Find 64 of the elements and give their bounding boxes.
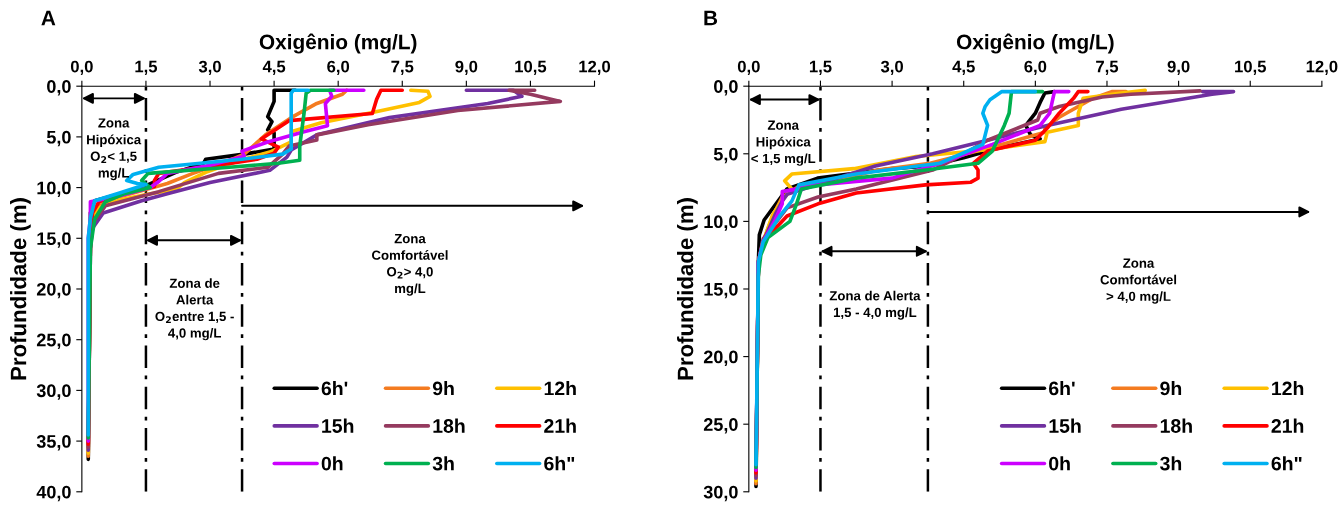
legend-label: 3h bbox=[432, 456, 454, 471]
legend-label: 6h" bbox=[1271, 456, 1302, 471]
x-tick-label: 0,0 bbox=[737, 60, 760, 75]
x-tick-label: 1,5 bbox=[809, 60, 832, 75]
annotation: Zona de Alerta O$_{2}$entre 1,5 - 4,0 mg/L bbox=[155, 278, 234, 341]
y-axis-title: Profundidade (m) bbox=[677, 198, 698, 380]
x-axis-title: Oxigênio (mg/L) bbox=[956, 33, 1114, 54]
x-tick-label: 7,5 bbox=[1096, 60, 1119, 75]
x-tick-label: 6,0 bbox=[327, 60, 350, 75]
legend-label: 6h' bbox=[1049, 381, 1075, 396]
x-tick-label: 12,0 bbox=[579, 60, 611, 75]
y-tick-label: 0,0 bbox=[47, 80, 71, 96]
y-tick-label: 5,0 bbox=[713, 147, 738, 164]
x-tick-label: 10,5 bbox=[515, 60, 547, 75]
y-tick-label: 25,0 bbox=[703, 418, 738, 434]
x-tick-label: 7,5 bbox=[391, 60, 414, 75]
x-tick-label: 12,0 bbox=[1306, 60, 1338, 75]
y-tick-label: 10,0 bbox=[37, 181, 71, 197]
y-axis-title: Profundidade (m) bbox=[10, 198, 31, 380]
annotation: Zona Comfortável > 4,0 mg/L bbox=[1100, 258, 1177, 304]
legend-label: 18h bbox=[1160, 418, 1192, 433]
x-axis-title: Oxigênio (mg/L) bbox=[259, 33, 417, 54]
x-tick-label: 0,0 bbox=[70, 60, 93, 75]
x-tick-label: 9,0 bbox=[1167, 60, 1190, 75]
annotation: Zona de Alerta 1,5 - 4,0 mg/L bbox=[829, 290, 921, 320]
y-tick-label: 40,0 bbox=[36, 485, 71, 502]
x-tick-label: 3,0 bbox=[880, 60, 903, 75]
annotation: Zona Comfortável O$_{2}$> 4,0 mg/L bbox=[372, 234, 448, 296]
y-tick-label: 0,0 bbox=[714, 80, 738, 96]
y-tick-label: 30,0 bbox=[703, 485, 738, 502]
x-tick-label: 1,5 bbox=[135, 60, 158, 75]
annotation: Zona Hipóxica < 1,5 mg/L bbox=[751, 120, 816, 166]
y-tick-label: 30,0 bbox=[36, 384, 71, 400]
y-tick-label: 35,0 bbox=[36, 435, 71, 451]
y-tick-label: 15,0 bbox=[37, 232, 71, 248]
legend-label: 21h bbox=[544, 418, 576, 433]
legend-label: 15h bbox=[1049, 418, 1081, 433]
legend-label: 6h' bbox=[321, 381, 348, 396]
y-tick-label: 10,0 bbox=[704, 215, 738, 231]
x-tick-label: 9,0 bbox=[455, 60, 478, 75]
chart-title: A bbox=[41, 10, 56, 26]
y-tick-label: 5,0 bbox=[46, 130, 71, 147]
chart-title: B bbox=[704, 10, 718, 26]
y-tick-label: 15,0 bbox=[704, 282, 738, 299]
legend-label: 21h bbox=[1271, 418, 1304, 433]
legend-label: 9h bbox=[432, 381, 454, 396]
y-tick-label: 25,0 bbox=[36, 333, 71, 350]
x-tick-label: 4,5 bbox=[262, 60, 286, 75]
x-tick-label: 10,5 bbox=[1235, 60, 1266, 75]
y-tick-label: 20,0 bbox=[36, 282, 71, 299]
y-tick-label: 20,0 bbox=[703, 350, 738, 366]
legend-label: 15h bbox=[322, 418, 354, 433]
x-tick-label: 6,0 bbox=[1024, 60, 1047, 75]
legend-label: 3h bbox=[1160, 456, 1182, 471]
legend-label: 12h bbox=[544, 381, 576, 396]
x-tick-label: 4,5 bbox=[952, 60, 975, 75]
legend-label: 0h bbox=[321, 456, 343, 471]
annotation: Zona Hipóxica O$_{2}$< 1,5 mg/L bbox=[87, 118, 142, 181]
legend-label: 0h bbox=[1049, 456, 1070, 471]
legend-label: 12h bbox=[1272, 381, 1304, 396]
x-tick-label: 3,0 bbox=[198, 60, 221, 75]
legend-label: 6h" bbox=[544, 456, 575, 471]
legend-label: 9h bbox=[1160, 381, 1182, 396]
legend-label: 18h bbox=[433, 418, 465, 433]
